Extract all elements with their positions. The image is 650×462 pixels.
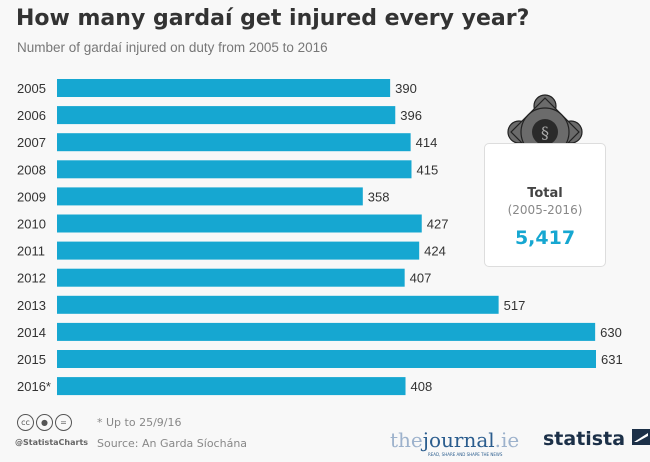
bar-2016* bbox=[57, 377, 406, 396]
category-label: 2015 bbox=[17, 352, 46, 367]
value-label: 414 bbox=[416, 135, 438, 150]
category-label: 2006 bbox=[17, 108, 46, 123]
category-label: 2005 bbox=[17, 81, 46, 96]
chart-subtitle: Number of gardaí injured on duty from 20… bbox=[17, 40, 328, 55]
category-label: 2014 bbox=[17, 325, 46, 340]
category-label: 2009 bbox=[17, 189, 46, 204]
bar-2009 bbox=[57, 187, 363, 206]
source: Source: An Garda Síochána bbox=[97, 437, 248, 450]
total-label: Total bbox=[527, 186, 563, 201]
bar-2005 bbox=[57, 79, 391, 97]
value-label: 427 bbox=[427, 217, 449, 232]
footnote: * Up to 25/9/16 bbox=[97, 416, 182, 429]
bar-2011 bbox=[57, 241, 420, 260]
bar-2015 bbox=[57, 350, 596, 368]
total-card: Total (2005-2016) 5,417 bbox=[484, 143, 606, 267]
chart-title: How many gardaí get injured every year? bbox=[16, 6, 530, 31]
value-label: 407 bbox=[410, 271, 432, 286]
svg-text:§: § bbox=[541, 123, 549, 142]
bar-2007 bbox=[57, 133, 411, 152]
logo-part: journal bbox=[422, 428, 495, 452]
value-label: 358 bbox=[368, 189, 390, 204]
value-label: 396 bbox=[400, 108, 422, 123]
bar-2006 bbox=[57, 106, 396, 125]
logo-part: the bbox=[390, 428, 423, 452]
no-derivatives-icon: = bbox=[55, 414, 72, 431]
statista-handle: @StatistaCharts bbox=[15, 438, 89, 447]
value-label: 630 bbox=[600, 325, 622, 340]
logo-tagline: READ, SHARE AND SHAPE THE NEWS bbox=[428, 452, 503, 457]
total-range: (2005-2016) bbox=[507, 203, 583, 217]
bar-2008 bbox=[57, 160, 412, 179]
bar-2012 bbox=[57, 268, 405, 287]
statista-logo-icon bbox=[631, 429, 650, 445]
category-label: 2007 bbox=[17, 135, 46, 150]
bar-2014 bbox=[57, 322, 596, 341]
category-label: 2012 bbox=[17, 271, 46, 286]
bar-2013 bbox=[57, 295, 499, 314]
license-icons: cc ● = bbox=[17, 414, 74, 431]
value-label: 424 bbox=[424, 244, 446, 259]
category-label: 2016* bbox=[17, 379, 51, 394]
value-label: 390 bbox=[395, 81, 417, 96]
category-label: 2010 bbox=[17, 217, 46, 232]
value-label: 415 bbox=[416, 162, 438, 177]
category-label: 2013 bbox=[17, 298, 46, 313]
attribution-icon: ● bbox=[36, 414, 53, 431]
logo-part: .ie bbox=[494, 428, 520, 452]
total-value: 5,417 bbox=[514, 227, 576, 249]
cc-icon: cc bbox=[17, 414, 34, 431]
statista-logo: statista bbox=[543, 428, 650, 450]
category-label: 2008 bbox=[17, 162, 46, 177]
value-label: 517 bbox=[504, 298, 526, 313]
value-label: 631 bbox=[601, 352, 623, 367]
category-label: 2011 bbox=[17, 244, 45, 259]
logo-text: statista bbox=[543, 428, 626, 450]
bar-2010 bbox=[57, 214, 422, 233]
thejournal-logo: thejournal.ie READ, SHARE AND SHAPE THE N… bbox=[390, 428, 520, 457]
value-label: 408 bbox=[411, 379, 433, 394]
